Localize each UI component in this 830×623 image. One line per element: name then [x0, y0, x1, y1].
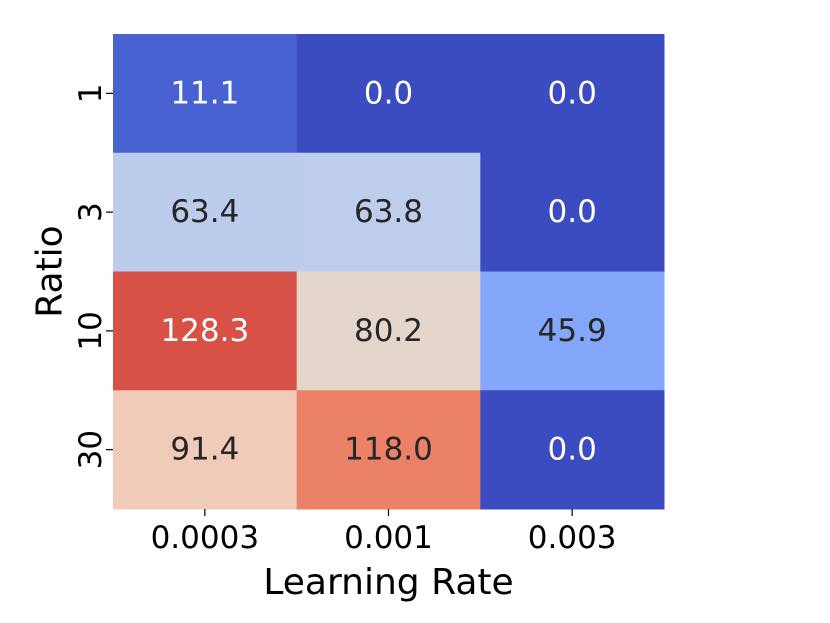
- x-axis-label: Learning Rate: [263, 562, 513, 603]
- heatmap-cell: [296, 34, 481, 154]
- y-axis-ticks: 1 3 10 30: [73, 84, 113, 469]
- x-tick-label: 0.003: [528, 520, 617, 556]
- y-tick-label: 3: [73, 202, 109, 222]
- cell-value-label: 63.8: [354, 194, 423, 230]
- cell-value-label: 91.4: [170, 432, 239, 468]
- cell-value-labels: 11.1 0.0 0.0 63.4 63.8 0.0 128.3 80.2 45.9 91.4 11…: [160, 75, 606, 467]
- heatmap-cell: [480, 390, 665, 510]
- heatmap-cell: [113, 271, 298, 391]
- heatmap-cell: [113, 34, 298, 154]
- cell-value-label: 0.0: [548, 75, 597, 111]
- x-axis-ticks: 0.0003 0.001 0.003: [151, 509, 617, 556]
- cell-value-label: 118.0: [344, 432, 433, 468]
- cell-value-label: 63.4: [170, 194, 239, 230]
- heatmap-cells: [113, 34, 665, 510]
- x-tick-label: 0.001: [344, 520, 433, 556]
- heatmap-cell: [113, 152, 298, 272]
- y-tick-label: 10: [73, 311, 109, 350]
- x-tick-label: 0.0003: [151, 520, 259, 556]
- heatmap-cell: [296, 152, 481, 272]
- y-tick-label: 1: [73, 84, 109, 104]
- cell-value-label: 128.3: [160, 313, 249, 349]
- cell-value-label: 0.0: [548, 432, 597, 468]
- heatmap-cell: [296, 271, 481, 391]
- heatmap-cell: [296, 390, 481, 510]
- cell-value-label: 80.2: [354, 313, 423, 349]
- heatmap-cell: [480, 271, 665, 391]
- heatmap-cell: [480, 152, 665, 272]
- y-tick-label: 30: [73, 430, 109, 469]
- heatmap-cell: [480, 34, 665, 154]
- y-axis-label: Ratio: [30, 225, 71, 317]
- cell-value-label: 11.1: [170, 75, 239, 111]
- heatmap-cell: [113, 390, 298, 510]
- cell-value-label: 0.0: [548, 194, 597, 230]
- cell-value-label: 45.9: [538, 313, 607, 349]
- cell-value-label: 0.0: [364, 75, 413, 111]
